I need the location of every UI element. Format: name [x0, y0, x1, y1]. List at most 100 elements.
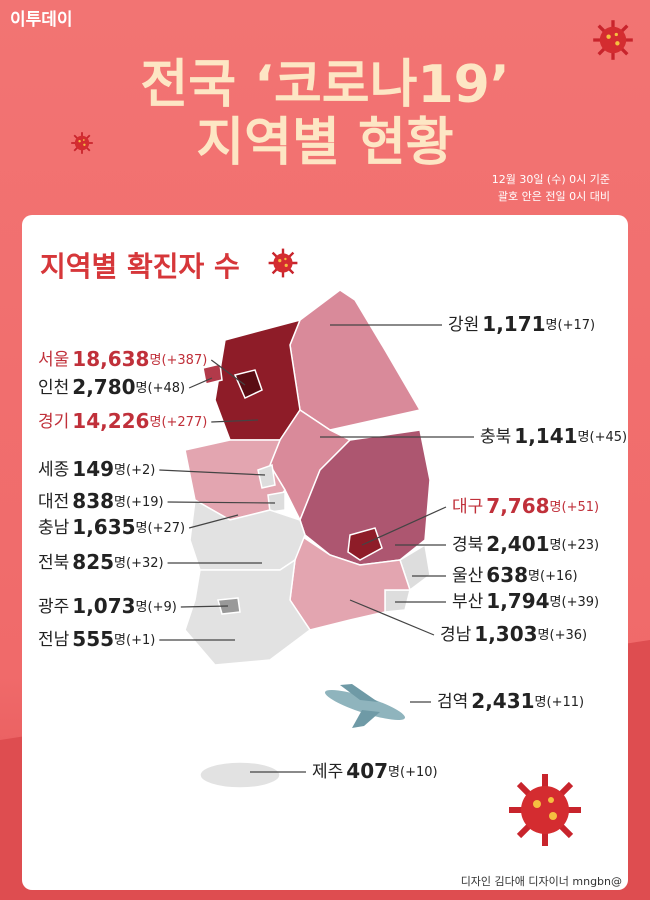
region-change: (+39) [562, 595, 600, 610]
region-count: 1,171 [482, 312, 545, 336]
plane [324, 684, 406, 728]
title: 전국 ‘코로나19’ [140, 55, 509, 115]
region-change: (+1) [126, 633, 155, 648]
region-count: 7,768 [486, 494, 549, 518]
leader-line [349, 599, 435, 636]
region-name: 서울 [38, 350, 69, 370]
region-unit: 명 [550, 595, 562, 610]
region-label: 세종 149명(+2) [38, 457, 155, 481]
region-name: 전북 [38, 553, 69, 573]
note: 12월 30일 (수) 0시 기준 [492, 172, 610, 186]
region-count: 1,073 [72, 594, 135, 618]
region-label: 충남 1,635명(+27) [38, 515, 185, 539]
region-unit: 명 [578, 430, 590, 445]
region-shape [257, 463, 276, 489]
region-count: 1,635 [72, 515, 135, 539]
region-label: 대구 7,768명(+51) [452, 494, 599, 518]
region-change: (+45) [590, 430, 628, 445]
region-label: 경북 2,401명(+23) [452, 532, 599, 556]
region-count: 2,780 [72, 375, 135, 399]
region-name: 광주 [38, 597, 69, 617]
region-unit: 명 [114, 463, 126, 478]
region-label: 경기 14,226명(+277) [38, 409, 207, 433]
region-shape [233, 369, 263, 400]
region-unit: 명 [136, 381, 148, 396]
virus-icon [591, 18, 635, 62]
region-change: (+277) [161, 415, 207, 430]
map [184, 289, 431, 789]
region-label: 충북 1,141명(+45) [480, 424, 627, 448]
region-change: (+387) [161, 353, 207, 368]
region-count: 838 [72, 489, 114, 513]
virus-icon [267, 247, 299, 279]
leader-line [210, 359, 246, 386]
region-change: (+51) [562, 500, 600, 515]
region-name: 인천 [38, 378, 69, 398]
region-name: 충북 [480, 427, 511, 447]
region-change: (+16) [540, 569, 578, 584]
region-change: (+19) [126, 495, 164, 510]
leader-line [180, 605, 229, 608]
region-count: 825 [72, 550, 114, 574]
region-name: 경북 [452, 535, 483, 555]
region-change: (+36) [550, 628, 588, 643]
region-unit: 명 [114, 495, 126, 510]
region-name: 울산 [452, 566, 484, 586]
region-label: 제주 407명(+10) [312, 759, 438, 783]
leader-line [159, 469, 266, 476]
footer: 디자인 김다애 디자이너 mngbn@ [461, 875, 622, 888]
region-count: 1,794 [486, 589, 549, 613]
region-label: 대전 838명(+19) [38, 489, 164, 513]
region-change: (+48) [148, 381, 186, 396]
logo: 이투데이 [10, 10, 73, 30]
section-title: 지역별 확진자 수 [40, 250, 240, 283]
region-change: (+2) [126, 463, 155, 478]
leader-line [188, 377, 213, 389]
region-name: 제주 [312, 762, 343, 782]
region-count: 149 [72, 457, 114, 481]
virus-icon [70, 131, 94, 155]
region-count: 1,141 [514, 424, 577, 448]
region-change: (+23) [562, 538, 600, 553]
region-count: 1,303 [474, 622, 537, 646]
region-shape [184, 558, 312, 666]
region-label: 전남 555명(+1) [38, 627, 155, 651]
region-name: 전남 [38, 630, 70, 650]
region-count: 555 [72, 627, 114, 651]
region-count: 2,431 [471, 689, 534, 713]
region-label: 인천 2,780명(+48) [38, 375, 185, 399]
region-change: (+17) [558, 318, 596, 333]
region-name: 검역 [437, 692, 468, 712]
region-unit: 명 [149, 415, 161, 430]
region-change: (+9) [148, 600, 177, 615]
region-name: 충남 [38, 518, 70, 538]
leader-line [361, 506, 447, 546]
region-shape [199, 761, 281, 789]
region-shape [267, 491, 286, 513]
region-change: (+11) [547, 695, 585, 710]
virus-icon [509, 774, 581, 846]
region-count: 638 [486, 563, 528, 587]
region-unit: 명 [114, 556, 126, 571]
region-label: 검역 2,431명(+11) [437, 689, 584, 713]
region-label: 경남 1,303명(+36) [440, 622, 587, 646]
region-shape [189, 498, 306, 571]
region-unit: 명 [388, 765, 400, 780]
leader-line [211, 419, 259, 423]
region-unit: 명 [136, 600, 148, 615]
region-unit: 명 [538, 628, 550, 643]
region-count: 18,638 [72, 347, 149, 371]
region-label: 서울 18,638명(+387) [38, 347, 207, 371]
region-unit: 명 [550, 500, 562, 515]
region-name: 대구 [452, 497, 483, 517]
region-name: 부산 [452, 592, 484, 612]
region-label: 부산 1,794명(+39) [452, 589, 599, 613]
region-change: (+32) [126, 556, 164, 571]
region-change: (+27) [148, 521, 186, 536]
region-unit: 명 [535, 695, 547, 710]
region-unit: 명 [149, 353, 161, 368]
region-label: 강원 1,171명(+17) [448, 312, 595, 336]
region-name: 경기 [38, 412, 69, 432]
region-label: 전북 825명(+32) [38, 550, 164, 574]
